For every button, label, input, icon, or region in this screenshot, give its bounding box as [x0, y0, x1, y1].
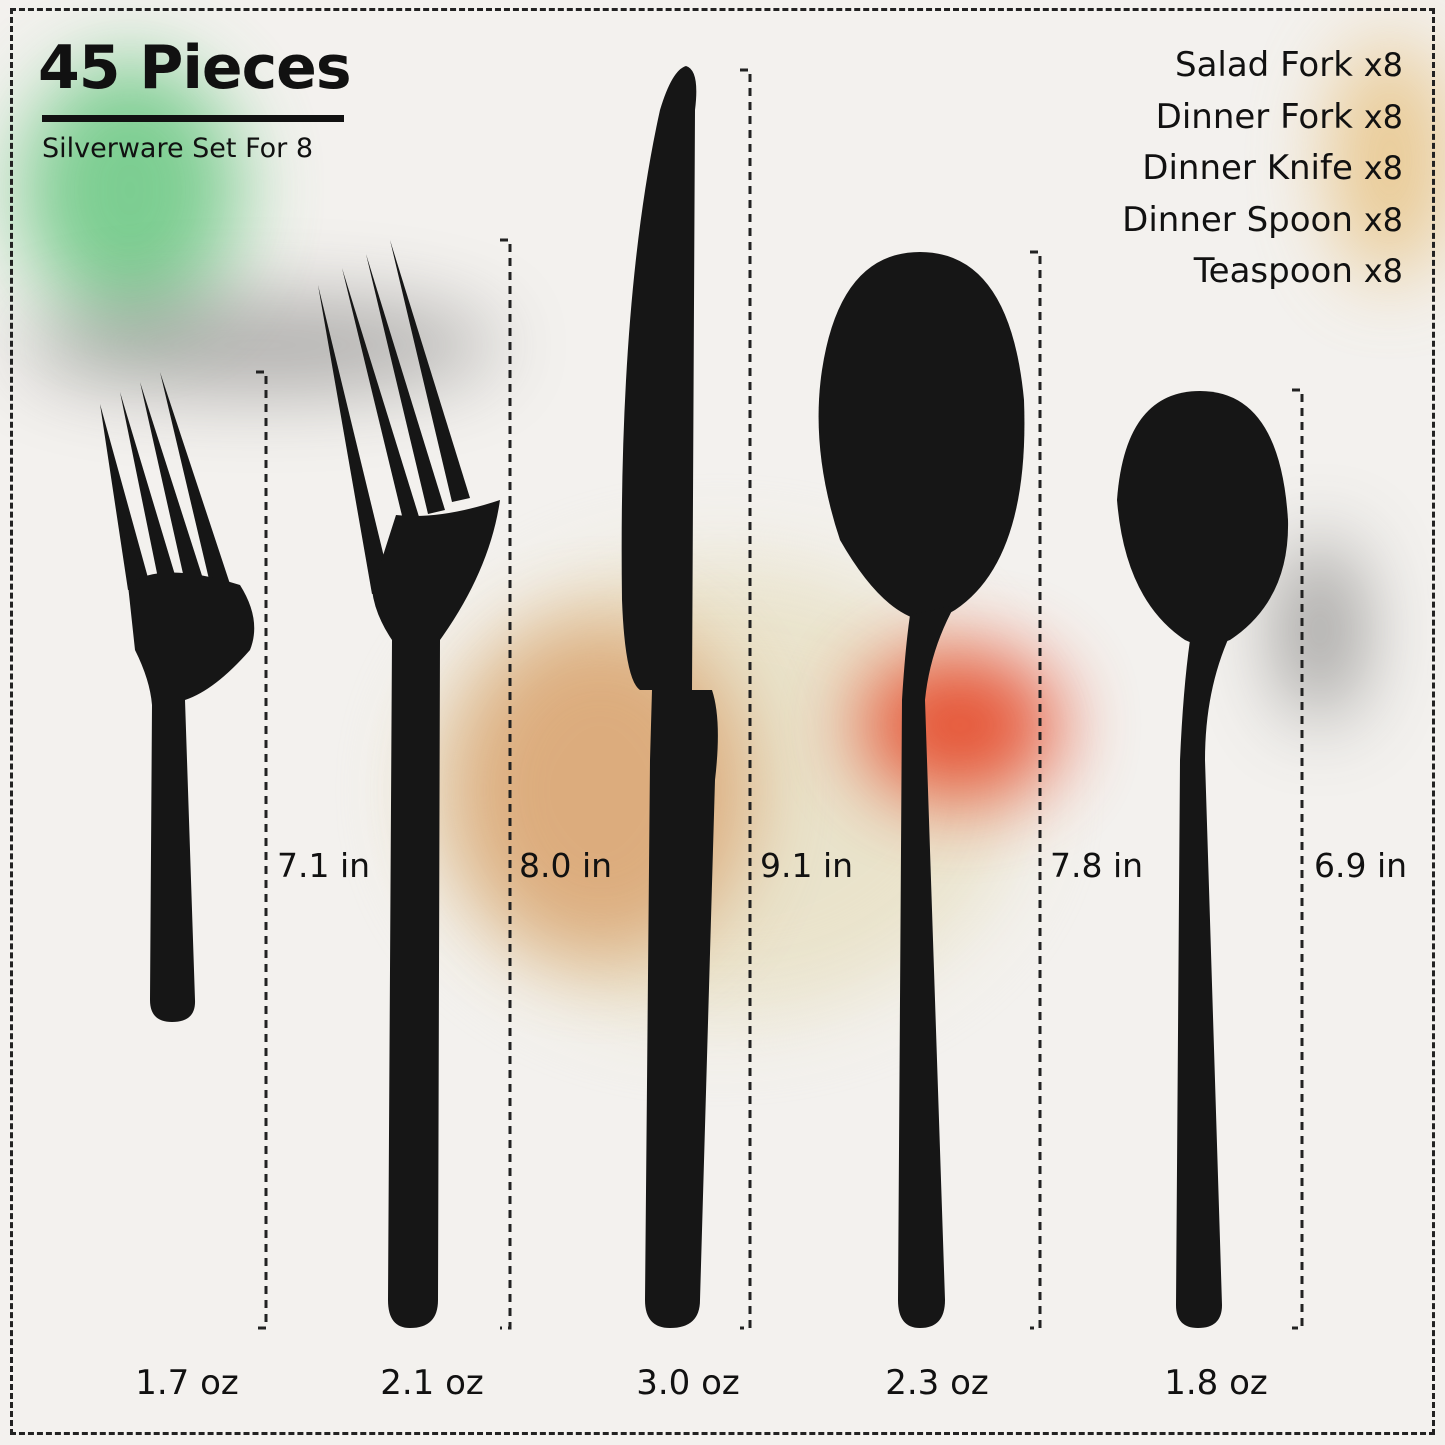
dinner-spoon-weight: 2.3 oz	[885, 1363, 989, 1403]
dinner-fork-icon	[318, 240, 500, 1328]
teaspoon-icon	[1117, 391, 1289, 1328]
set-contents-list: Salad Fork x8 Dinner Fork x8 Dinner Knif…	[1122, 40, 1403, 298]
dinner-spoon-length: 7.8 in	[1050, 846, 1144, 885]
title-underline	[42, 115, 344, 122]
background-blob-yellow	[1330, 40, 1445, 280]
contents-item: Dinner Spoon x8	[1122, 199, 1403, 240]
background-blob-green	[20, 60, 240, 320]
teaspoon-length: 6.9 in	[1314, 846, 1408, 885]
dinner-fork-weight: 2.1 oz	[380, 1363, 484, 1403]
dimension-line	[740, 68, 752, 1330]
background-blob-dark-right	[1280, 540, 1360, 720]
page-title: 45 Pieces	[38, 33, 352, 103]
teaspoon-weight: 1.8 oz	[1164, 1363, 1268, 1403]
salad-fork-length: 7.1 in	[277, 846, 371, 885]
dinner-knife-length: 9.1 in	[760, 846, 854, 885]
dimension-line	[1030, 250, 1042, 1330]
salad-fork-icon	[100, 372, 255, 1022]
contents-item: Teaspoon x8	[1193, 251, 1403, 291]
contents-item: Dinner Knife x8	[1142, 148, 1403, 188]
dinner-knife-icon	[621, 66, 718, 1328]
contents-item: Salad Fork x8	[1174, 45, 1403, 85]
dimension-line	[1292, 388, 1304, 1330]
background-blob-red	[860, 650, 1060, 800]
dimension-line	[500, 238, 512, 1330]
dashed-frame	[10, 8, 1435, 1435]
dinner-knife-weight: 3.0 oz	[636, 1363, 740, 1403]
salad-fork-weight: 1.7 oz	[135, 1363, 239, 1403]
dinner-spoon-icon	[818, 252, 1025, 1328]
dimension-line	[256, 370, 268, 1330]
page-subtitle: Silverware Set For 8	[42, 133, 314, 164]
dinner-fork-length: 8.0 in	[519, 846, 613, 885]
contents-item: Dinner Fork x8	[1155, 96, 1403, 137]
